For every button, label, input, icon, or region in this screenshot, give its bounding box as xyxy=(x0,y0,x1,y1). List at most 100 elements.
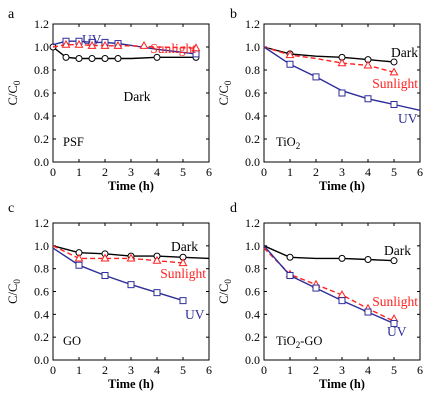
y-tick-label: 0.0 xyxy=(245,155,260,169)
series-uv: UV xyxy=(52,247,205,322)
data-point-triangle xyxy=(152,255,162,264)
x-tick-label: 1 xyxy=(287,165,293,179)
y-tick-label: 0.2 xyxy=(34,330,49,344)
series-label-uv: UV xyxy=(82,32,102,47)
y-tick-label: 0.8 xyxy=(34,262,49,276)
data-point-circle xyxy=(364,256,372,264)
series-label-sunlight: Sunlight xyxy=(150,41,196,56)
series-line-uv xyxy=(52,247,184,302)
panel-name-text: TiO xyxy=(276,334,296,348)
data-point-triangle xyxy=(126,253,136,262)
series-line-sunlight xyxy=(263,46,395,73)
data-point-circle xyxy=(153,53,161,61)
x-tick-label: 6 xyxy=(206,165,212,179)
series-line-dark xyxy=(263,245,395,262)
x-axis-title: Time (h) xyxy=(319,377,365,391)
x-tick-label: 5 xyxy=(180,165,186,179)
x-tick-label: 3 xyxy=(128,165,134,179)
y-axis-title: C/C0 xyxy=(6,279,22,304)
data-point-circle xyxy=(390,257,398,265)
x-tick-label: 0 xyxy=(50,363,56,377)
data-point-triangle xyxy=(74,39,84,48)
x-tick-label: 1 xyxy=(287,363,293,377)
data-point-triangle xyxy=(74,253,84,262)
series-line-uv xyxy=(263,245,395,325)
y-axis-title-subscript: 0 xyxy=(12,279,22,284)
x-tick-label: 2 xyxy=(102,165,108,179)
data-point-triangle xyxy=(100,253,110,262)
series-sunlight: Sunlight xyxy=(52,39,201,56)
data-point-square xyxy=(338,89,346,97)
data-point-triangle xyxy=(178,258,188,267)
x-tick-label: 4 xyxy=(154,165,160,179)
panel-name: TiO2 xyxy=(276,135,300,151)
data-point-circle xyxy=(75,55,83,62)
series-dark: Dark xyxy=(263,243,411,265)
data-point-square xyxy=(390,319,398,327)
y-axis-title: C/C0 xyxy=(6,80,22,105)
y-axis-title-text: C/C xyxy=(6,284,20,304)
x-tick-label: 2 xyxy=(102,363,108,377)
x-axis-title: Time (h) xyxy=(108,377,154,391)
data-point-triangle xyxy=(363,60,373,69)
panel-letter: a xyxy=(8,7,15,22)
x-tick-label: 3 xyxy=(339,363,345,377)
y-tick-label: 0.0 xyxy=(245,353,260,367)
y-axis-title-text: C/C xyxy=(217,85,231,105)
data-point-triangle xyxy=(285,50,295,59)
series-uv: UV xyxy=(263,245,407,339)
data-point-square xyxy=(286,272,294,280)
data-point-circle xyxy=(286,253,294,261)
x-tick-label: 1 xyxy=(76,165,82,179)
data-point-square xyxy=(153,289,161,297)
y-tick-label: 1.0 xyxy=(245,239,260,253)
y-axis-title-text: C/C xyxy=(6,85,20,105)
series-label-dark: Dark xyxy=(124,89,151,104)
data-point-square xyxy=(312,284,320,292)
x-tick-label: 4 xyxy=(365,363,371,377)
data-point-circle xyxy=(62,53,70,61)
x-tick-label: 2 xyxy=(313,165,319,179)
series-label-uv: UV xyxy=(185,307,205,322)
x-tick-label: 6 xyxy=(417,363,423,377)
x-tick-label: 0 xyxy=(50,165,56,179)
x-tick-label: 3 xyxy=(339,165,345,179)
data-point-triangle xyxy=(113,40,123,49)
y-tick-label: 0.4 xyxy=(34,307,49,321)
data-point-square xyxy=(364,308,372,316)
data-point-square xyxy=(338,297,346,305)
data-point-square xyxy=(364,95,372,103)
x-axis-title: Time (h) xyxy=(319,179,365,193)
y-tick-label: 1.2 xyxy=(34,17,49,31)
y-tick-label: 0.2 xyxy=(34,132,49,146)
panel-name-subscript: 2 xyxy=(296,340,301,350)
y-tick-label: 0.4 xyxy=(34,109,49,123)
data-point-square xyxy=(101,272,109,280)
x-tick-label: 6 xyxy=(206,363,212,377)
series-label-dark: Dark xyxy=(391,45,418,60)
data-point-circle xyxy=(390,58,398,66)
y-tick-label: 1.2 xyxy=(245,216,260,230)
y-axis-title: C/C0 xyxy=(217,80,233,105)
x-tick-label: 2 xyxy=(313,363,319,377)
y-tick-label: 0.6 xyxy=(34,86,49,100)
data-point-circle xyxy=(338,254,346,262)
y-tick-label: 0.2 xyxy=(245,132,260,146)
x-tick-label: 6 xyxy=(417,165,423,179)
series-label-sunlight: Sunlight xyxy=(160,266,206,281)
x-tick-label: 1 xyxy=(76,363,82,377)
series-uv: UV xyxy=(263,46,421,126)
y-axis-title-text: C/C xyxy=(217,284,231,304)
data-point-square xyxy=(179,297,187,305)
y-tick-label: 0.4 xyxy=(245,109,260,123)
data-point-triangle xyxy=(100,40,110,49)
y-tick-label: 0.2 xyxy=(245,330,260,344)
x-tick-label: 0 xyxy=(261,165,267,179)
series-label-uv: UV xyxy=(387,324,407,339)
series-line-sunlight xyxy=(52,245,184,264)
panel-name: PSF xyxy=(63,135,84,149)
series-sunlight: Sunlight xyxy=(52,245,206,281)
